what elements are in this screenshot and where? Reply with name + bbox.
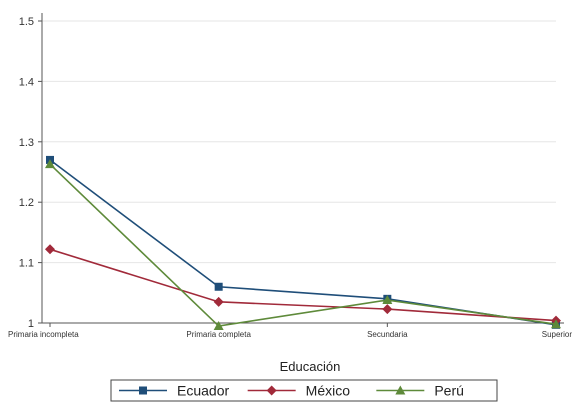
legend-label-2: Perú bbox=[434, 383, 464, 399]
tick-label-x-1: Primaria completa bbox=[186, 330, 251, 339]
tick-label-y-3: 1.3 bbox=[19, 137, 34, 149]
grid-layer bbox=[42, 20, 556, 264]
legend-marker-2 bbox=[395, 385, 406, 395]
data-point-1-1 bbox=[213, 296, 224, 307]
data-point-2-2 bbox=[382, 295, 393, 305]
tick-label-x-0: Primaria incompleta bbox=[8, 330, 79, 339]
data-point-2-3 bbox=[551, 319, 561, 329]
tick-label-y-4: 1.4 bbox=[19, 76, 34, 88]
legend-marker-1 bbox=[266, 385, 277, 396]
legend-item-1: México bbox=[247, 383, 351, 399]
data-point-1-0 bbox=[45, 244, 55, 255]
legend: Ecuador México Perú bbox=[110, 379, 498, 402]
tick-label-y-1: 1.1 bbox=[19, 258, 34, 270]
data-point-2-1 bbox=[213, 321, 224, 331]
legend-item-0: Ecuador bbox=[119, 383, 229, 399]
tick-label-x-3: Superior bbox=[542, 330, 573, 339]
series-line-2 bbox=[49, 163, 557, 327]
series-layer bbox=[45, 155, 561, 331]
x-axis-title: Educación bbox=[280, 359, 341, 374]
tick-label-y-0: 1 bbox=[28, 318, 34, 330]
series-2 bbox=[45, 159, 561, 331]
legend-item-2: Perú bbox=[376, 383, 464, 399]
axis-layer: 1 1.1 1.2 1.3 1.4 1.5 Primaria incompleta Prima… bbox=[8, 13, 572, 339]
series-1 bbox=[45, 244, 561, 326]
tick-label-x-2: Secundaria bbox=[367, 330, 408, 339]
legend-box bbox=[110, 379, 498, 402]
data-point-0-1 bbox=[214, 282, 223, 291]
legend-marker-0 bbox=[139, 386, 147, 395]
series-line-0 bbox=[49, 159, 557, 326]
legend-label-0: Ecuador bbox=[177, 383, 229, 399]
series-line-1 bbox=[49, 248, 557, 322]
data-point-1-2 bbox=[382, 304, 393, 315]
tick-label-y-2: 1.2 bbox=[19, 197, 34, 209]
legend-label-1: México bbox=[306, 383, 351, 399]
data-point-2-0 bbox=[45, 159, 55, 169]
series-0 bbox=[46, 155, 560, 329]
tick-label-y-5: 1.5 bbox=[19, 16, 34, 28]
